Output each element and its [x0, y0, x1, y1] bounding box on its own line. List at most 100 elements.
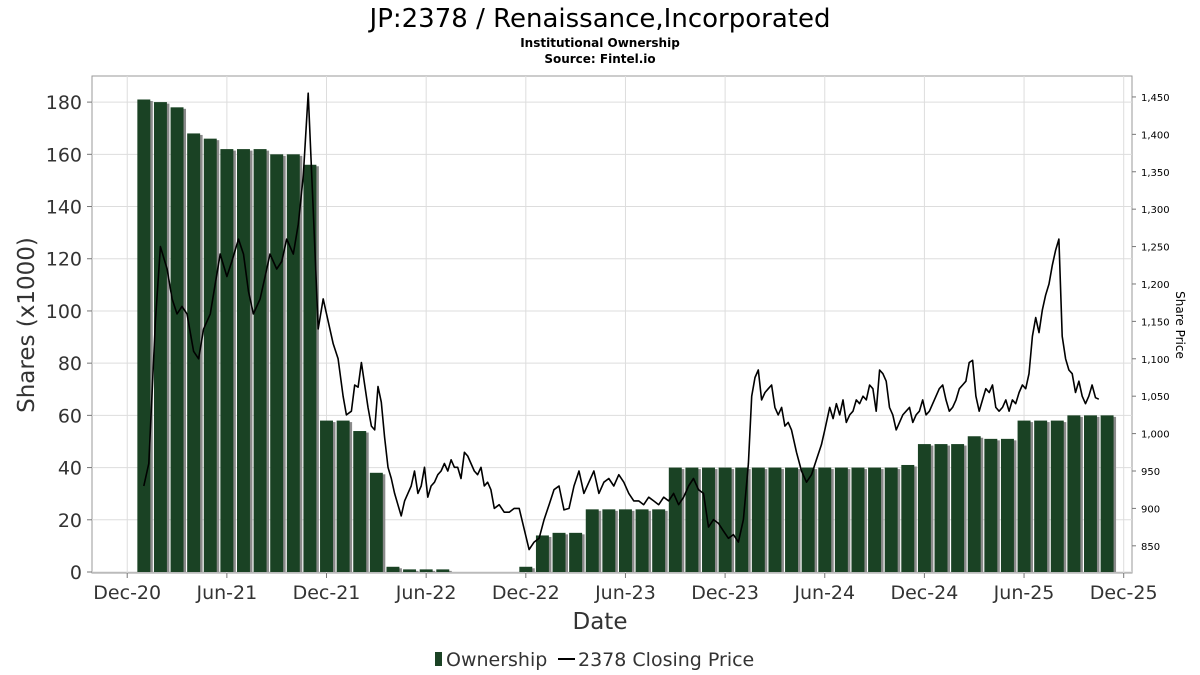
- ownership-bar: [569, 532, 583, 572]
- y2-tick-label: 1,450: [1141, 93, 1170, 104]
- y2-tick-label: 1,100: [1141, 355, 1170, 366]
- x-tick-label: Dec-24: [890, 582, 958, 604]
- price-line-group: [143, 92, 1100, 551]
- ownership-bar: [917, 444, 931, 572]
- ownership-bar: [353, 431, 367, 572]
- y2-tick-label: 1,200: [1141, 280, 1170, 291]
- ownership-bars: [137, 99, 1117, 573]
- price-line: [143, 92, 1100, 551]
- y2-tick-label: 900: [1141, 504, 1160, 515]
- ownership-bar: [1017, 420, 1031, 572]
- ownership-bar: [851, 467, 865, 572]
- chart-subtitle: Institutional Ownership: [520, 36, 680, 50]
- ownership-bar: [1100, 415, 1114, 572]
- y2-tick-label: 850: [1141, 542, 1160, 553]
- x-tick-label: Jun-23: [594, 582, 656, 604]
- ownership-bar: [685, 467, 699, 572]
- y-axis-label: Shares (x1000): [14, 237, 40, 413]
- ownership-bar: [668, 467, 682, 572]
- x-tick-label: Dec-22: [492, 582, 560, 604]
- ownership-bar: [519, 566, 533, 572]
- ownership-bar: [236, 149, 250, 573]
- y2-tick-label: 1,350: [1141, 168, 1170, 179]
- plot-frame: [91, 75, 1133, 574]
- ownership-bar: [785, 467, 799, 572]
- y-tick-label: 180: [46, 92, 82, 114]
- x-tick-label: Jun-25: [993, 582, 1055, 604]
- y-tick-label: 120: [46, 249, 82, 271]
- y-tick-label: 160: [46, 144, 82, 166]
- ownership-bar: [303, 164, 317, 573]
- legend-ownership-swatch: [435, 652, 442, 666]
- x-tick-label: Jun-24: [793, 582, 855, 604]
- y-tick-label: 20: [58, 510, 82, 532]
- y2-tick-label: 1,400: [1141, 130, 1170, 141]
- ownership-bar: [386, 566, 400, 572]
- ownership-bar: [170, 107, 184, 572]
- y2-tick-label: 1,300: [1141, 205, 1170, 216]
- ownership-bar: [436, 569, 450, 572]
- ownership-bar: [153, 102, 167, 573]
- y2-tick-label: 1,000: [1141, 430, 1170, 441]
- ownership-bar: [220, 149, 234, 573]
- ownership-bar: [635, 509, 649, 572]
- ownership-bar: [1050, 420, 1064, 572]
- y-tick-label: 80: [58, 353, 82, 375]
- y2-tick-label: 950: [1141, 467, 1160, 478]
- ownership-bar: [984, 438, 998, 572]
- ownership-bar: [751, 467, 765, 572]
- y2-axis-ticks: 850 900 950 1,000 1,050 1,100 1,150 1,200 1,250 1…: [1132, 93, 1170, 553]
- ownership-bar: [552, 532, 566, 572]
- ownership-bar: [369, 472, 383, 572]
- y-tick-label: 100: [46, 301, 82, 323]
- ownership-bar: [403, 569, 417, 572]
- ownership-bar: [652, 509, 666, 572]
- ownership-bar: [535, 535, 549, 572]
- y-tick-label: 140: [46, 197, 82, 219]
- y2-tick-label: 1,150: [1141, 317, 1170, 328]
- ownership-bar: [419, 569, 433, 572]
- ownership-bar: [1067, 415, 1081, 572]
- ownership-bar: [967, 436, 981, 572]
- ownership-bar: [901, 464, 915, 572]
- ownership-bar: [868, 467, 882, 572]
- ownership-bar: [818, 467, 832, 572]
- legend-ownership-label: Ownership: [446, 649, 547, 671]
- ownership-bar: [253, 149, 267, 573]
- x-axis-ticks: Dec-20 Jun-21 Dec-21 Jun-22 Dec-22 Jun-23 Dec-…: [93, 573, 1158, 604]
- x-tick-label: Dec-23: [691, 582, 759, 604]
- ownership-bar: [801, 467, 815, 572]
- ownership-bar: [336, 420, 350, 572]
- ownership-bar: [1084, 415, 1097, 572]
- ownership-bar: [137, 99, 151, 572]
- chart-source: Source: Fintel.io: [544, 52, 655, 66]
- x-tick-label: Jun-22: [395, 582, 457, 604]
- ownership-bar: [702, 467, 715, 572]
- ownership-bar: [585, 509, 599, 572]
- y-tick-label: 0: [70, 562, 82, 584]
- ownership-bar: [1000, 438, 1014, 572]
- legend-price-label: 2378 Closing Price: [578, 649, 754, 671]
- chart-title: JP:2378 / Renaissance,Incorporated: [368, 4, 831, 34]
- y-axis-ticks: 0 20 40 60 80 100 120 140 160 180: [46, 92, 92, 584]
- y2-tick-label: 1,250: [1141, 243, 1170, 254]
- x-tick-label: Dec-25: [1090, 582, 1158, 604]
- y2-axis-label: Share Price: [1173, 291, 1187, 359]
- ownership-bar: [934, 444, 948, 572]
- ownership-bar: [270, 154, 284, 572]
- y-tick-label: 40: [58, 458, 82, 480]
- ownership-bar: [1034, 420, 1048, 572]
- ownership-bar: [203, 138, 217, 572]
- ownership-bar: [951, 444, 965, 572]
- legend: Ownership 2378 Closing Price: [435, 649, 754, 671]
- x-axis-label: Date: [573, 609, 628, 635]
- ownership-bar: [718, 467, 732, 572]
- ownership-bar: [884, 467, 898, 572]
- ownership-bar: [602, 509, 616, 572]
- ownership-bar: [618, 509, 632, 572]
- y-tick-label: 60: [58, 405, 82, 427]
- x-tick-label: Dec-21: [293, 582, 361, 604]
- x-tick-label: Dec-20: [93, 582, 161, 604]
- y2-tick-label: 1,050: [1141, 392, 1170, 403]
